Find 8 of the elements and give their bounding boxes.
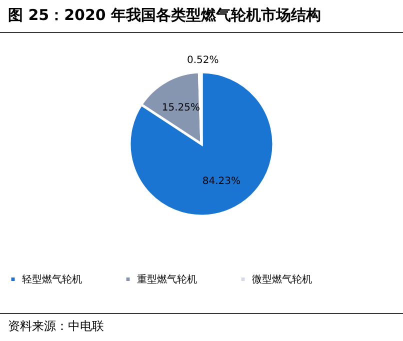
- data-label: 0.52%: [186, 55, 219, 66]
- pie-slice: [128, 70, 275, 218]
- legend-label: 重型燃气轮机: [137, 273, 197, 286]
- legend-label: 微型燃气轮机: [252, 273, 312, 286]
- chart-title: 图 25：2020 年我国各类型燃气轮机市场结构: [8, 6, 322, 25]
- data-label: 84.23%: [202, 176, 241, 187]
- text: 资料来源：中电联: [8, 318, 104, 335]
- legend-label: 轻型燃气轮机: [22, 273, 82, 286]
